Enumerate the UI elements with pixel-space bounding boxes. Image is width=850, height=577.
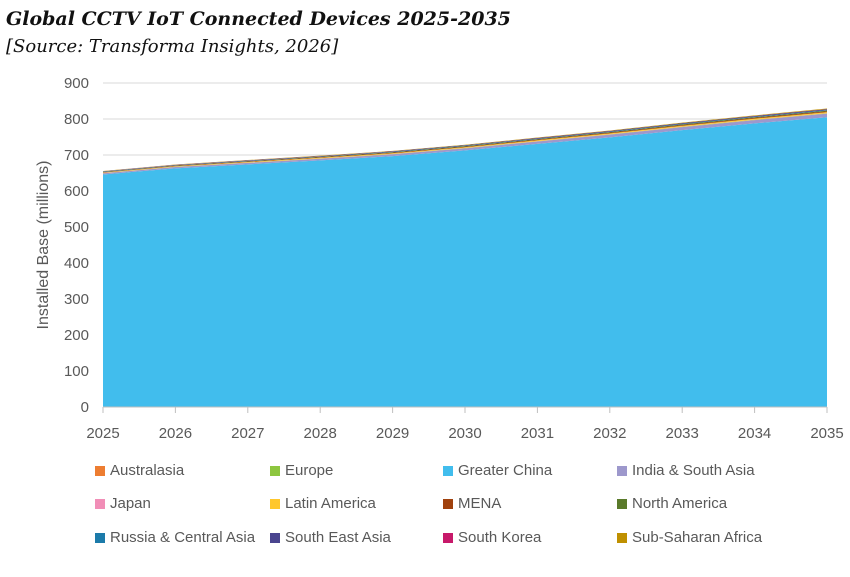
y-tick-label: 400 [64, 255, 89, 272]
legend-swatch [95, 498, 105, 509]
legend-item: Latin America [270, 495, 376, 512]
legend-swatch [95, 532, 105, 543]
x-tick-label: 2026 [159, 425, 192, 442]
y-tick-label: 100 [64, 363, 89, 380]
legend-swatch [617, 498, 627, 509]
legend-label: India & South Asia [632, 462, 755, 479]
legend-label: Australasia [110, 462, 185, 479]
legend-swatch [95, 465, 105, 476]
y-tick-label: 0 [81, 399, 89, 416]
legend-label: Sub-Saharan Africa [632, 529, 763, 546]
x-tick-label: 2034 [738, 425, 771, 442]
legend-item: Greater China [443, 462, 552, 479]
legend-swatch [270, 498, 280, 509]
legend-label: Greater China [458, 462, 553, 479]
legend-swatch [617, 532, 627, 543]
legend-swatch [443, 498, 453, 509]
x-tick-label: 2025 [86, 425, 119, 442]
legend-item: North America [617, 495, 727, 512]
legend-item: Russia & Central Asia [95, 529, 255, 546]
y-tick-label: 700 [64, 147, 89, 164]
x-tick-label: 2030 [448, 425, 481, 442]
legend-item: Sub-Saharan Africa [617, 529, 762, 546]
chart-subtitle: [Source: Transforma Insights, 2026] [6, 36, 339, 57]
legend-swatch [270, 532, 280, 543]
legend-label: Russia & Central Asia [110, 529, 256, 546]
x-tick-label: 2035 [810, 425, 843, 442]
legend-label: MENA [458, 495, 502, 512]
legend-swatch [443, 465, 453, 476]
y-tick-label: 200 [64, 327, 89, 344]
y-tick-label: 500 [64, 219, 89, 236]
area-series-greater-china [103, 117, 827, 407]
x-tick-label: 2032 [593, 425, 626, 442]
legend-item: Australasia [95, 462, 184, 479]
legend-label: Latin America [285, 495, 376, 512]
legend-swatch [443, 532, 453, 543]
x-tick-label: 2028 [304, 425, 337, 442]
x-tick-label: 2027 [231, 425, 264, 442]
y-tick-label: 600 [64, 183, 89, 200]
y-tick-label: 900 [64, 75, 89, 92]
y-tick-label: 800 [64, 111, 89, 128]
legend-item: South East Asia [270, 529, 391, 546]
legend-swatch [270, 465, 280, 476]
y-axis-label: Installed Base (millions) [35, 161, 52, 330]
legend-label: Japan [110, 495, 151, 512]
legend-item: India & South Asia [617, 462, 755, 479]
legend-item: MENA [443, 495, 501, 512]
legend-label: North America [632, 495, 728, 512]
legend-label: Europe [285, 462, 334, 479]
x-tick-label: 2029 [376, 425, 409, 442]
legend-label: South East Asia [285, 529, 391, 546]
x-tick-label: 2031 [521, 425, 554, 442]
x-tick-label: 2033 [666, 425, 699, 442]
legend-item: Japan [95, 495, 151, 512]
legend-item: South Korea [443, 529, 541, 546]
chart-title: Global CCTV IoT Connected Devices 2025-2… [6, 8, 511, 30]
legend-label: South Korea [458, 529, 542, 546]
legend-swatch [617, 465, 627, 476]
y-tick-label: 300 [64, 291, 89, 308]
legend-item: Europe [270, 462, 333, 479]
